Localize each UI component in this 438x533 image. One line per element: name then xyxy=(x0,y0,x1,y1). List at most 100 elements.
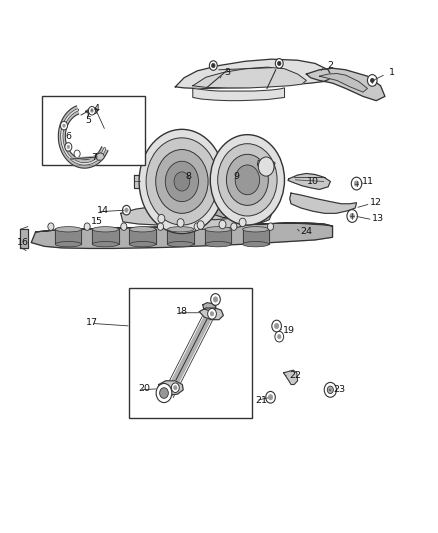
Circle shape xyxy=(84,223,90,230)
Text: 11: 11 xyxy=(361,177,374,186)
Circle shape xyxy=(212,63,215,68)
Circle shape xyxy=(219,220,226,229)
Circle shape xyxy=(65,143,72,151)
Circle shape xyxy=(275,332,284,342)
Polygon shape xyxy=(199,308,223,320)
Polygon shape xyxy=(31,223,332,248)
Circle shape xyxy=(367,75,377,86)
Polygon shape xyxy=(199,198,250,217)
Circle shape xyxy=(156,383,172,402)
Polygon shape xyxy=(290,193,357,213)
Circle shape xyxy=(218,144,277,216)
Ellipse shape xyxy=(243,241,269,247)
Ellipse shape xyxy=(92,241,119,247)
Polygon shape xyxy=(130,229,155,244)
Text: 3: 3 xyxy=(225,68,231,77)
Polygon shape xyxy=(243,229,269,244)
Ellipse shape xyxy=(130,241,155,247)
Circle shape xyxy=(67,146,70,149)
Circle shape xyxy=(351,177,362,190)
Circle shape xyxy=(139,130,225,233)
Polygon shape xyxy=(284,370,297,384)
Polygon shape xyxy=(35,223,332,232)
Text: 4: 4 xyxy=(94,103,100,112)
Circle shape xyxy=(121,223,127,230)
Polygon shape xyxy=(55,229,81,244)
Circle shape xyxy=(275,324,279,329)
Circle shape xyxy=(235,165,260,195)
Circle shape xyxy=(209,61,217,70)
Circle shape xyxy=(162,391,166,395)
Text: 18: 18 xyxy=(176,307,188,316)
Polygon shape xyxy=(58,106,108,168)
Polygon shape xyxy=(158,381,183,395)
Circle shape xyxy=(258,157,274,176)
Circle shape xyxy=(88,107,95,115)
Circle shape xyxy=(159,387,168,398)
Polygon shape xyxy=(288,173,330,189)
Polygon shape xyxy=(205,229,231,244)
Bar xyxy=(42,96,145,165)
Bar xyxy=(130,288,252,418)
Circle shape xyxy=(174,172,190,191)
Circle shape xyxy=(210,312,214,316)
Text: 10: 10 xyxy=(307,177,319,186)
Circle shape xyxy=(48,223,54,230)
Circle shape xyxy=(155,150,208,213)
Circle shape xyxy=(173,385,177,390)
Circle shape xyxy=(211,294,220,305)
Polygon shape xyxy=(258,159,275,173)
Text: 14: 14 xyxy=(97,206,110,215)
Text: 6: 6 xyxy=(65,132,71,141)
Circle shape xyxy=(266,391,276,403)
Polygon shape xyxy=(96,153,105,160)
Text: 7: 7 xyxy=(92,153,98,162)
Circle shape xyxy=(272,320,282,332)
Ellipse shape xyxy=(167,227,194,232)
Circle shape xyxy=(327,386,333,393)
Circle shape xyxy=(278,335,281,339)
Circle shape xyxy=(276,59,283,68)
Circle shape xyxy=(165,161,198,201)
Ellipse shape xyxy=(55,241,81,247)
Text: 1: 1 xyxy=(389,68,395,77)
Text: 13: 13 xyxy=(372,214,385,223)
Polygon shape xyxy=(20,229,28,248)
Circle shape xyxy=(347,209,357,222)
Circle shape xyxy=(157,223,163,230)
Text: 23: 23 xyxy=(333,385,345,394)
Text: 16: 16 xyxy=(18,238,29,247)
Circle shape xyxy=(171,383,179,392)
Polygon shape xyxy=(92,229,119,244)
Polygon shape xyxy=(203,303,216,311)
Text: 5: 5 xyxy=(85,116,91,125)
Circle shape xyxy=(268,394,273,400)
Ellipse shape xyxy=(167,241,194,247)
Text: 24: 24 xyxy=(300,228,312,237)
Ellipse shape xyxy=(205,241,231,247)
Circle shape xyxy=(268,223,274,230)
Circle shape xyxy=(158,214,165,223)
Circle shape xyxy=(197,221,204,229)
Circle shape xyxy=(123,205,131,215)
Circle shape xyxy=(239,218,246,227)
Polygon shape xyxy=(158,213,250,229)
Polygon shape xyxy=(86,108,98,114)
Text: 19: 19 xyxy=(283,326,295,335)
Circle shape xyxy=(329,388,332,391)
Text: 12: 12 xyxy=(370,198,382,207)
Polygon shape xyxy=(184,154,243,179)
Circle shape xyxy=(91,109,93,112)
Polygon shape xyxy=(167,229,194,244)
Ellipse shape xyxy=(55,227,81,232)
Circle shape xyxy=(324,382,336,397)
Ellipse shape xyxy=(243,227,269,232)
Polygon shape xyxy=(193,88,285,101)
Polygon shape xyxy=(121,203,272,225)
Circle shape xyxy=(354,181,359,186)
Ellipse shape xyxy=(92,227,119,232)
Polygon shape xyxy=(134,175,140,188)
Text: 21: 21 xyxy=(256,396,268,405)
Circle shape xyxy=(231,223,237,230)
Text: 8: 8 xyxy=(185,172,191,181)
